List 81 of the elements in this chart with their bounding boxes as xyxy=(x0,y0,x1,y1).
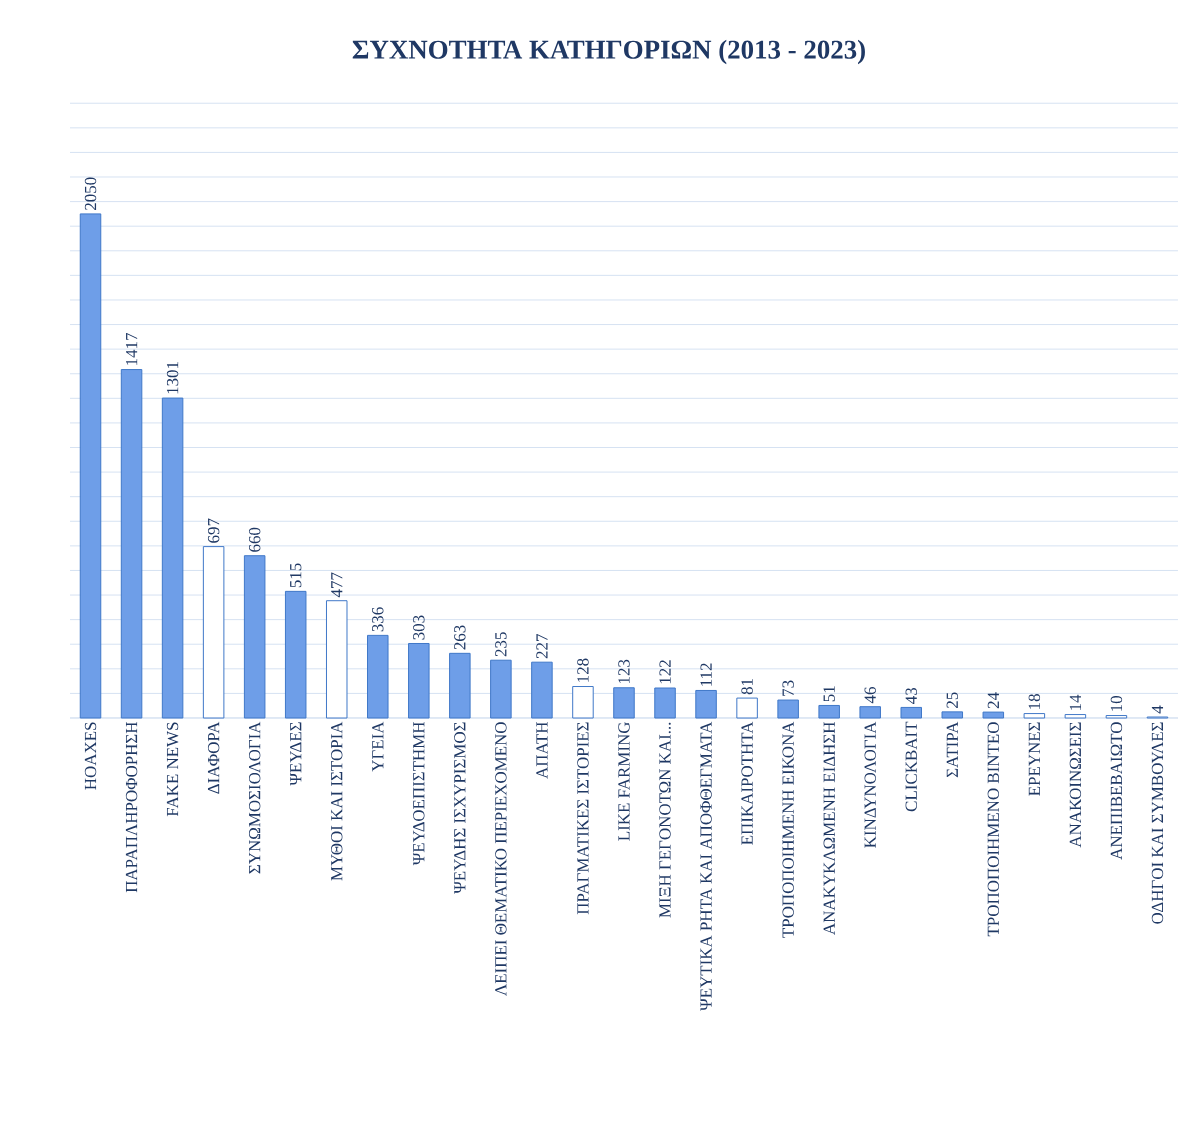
data-label: 24 xyxy=(987,692,999,709)
bar xyxy=(818,704,840,719)
x-tick-label: ΕΠΙΚΑΙΡΟΤΗΤΑ xyxy=(741,721,753,845)
bar xyxy=(736,697,758,719)
bar xyxy=(367,634,389,719)
bar xyxy=(1064,714,1087,719)
x-tick-label: LIKE FARMING xyxy=(618,722,630,841)
x-tick-label: ΜΙΞΗ ΓΕΓΟΝΟΤΩΝ ΚΑΙ... xyxy=(659,722,671,918)
x-tick-label: ΔΙΑΦΟΡΑ xyxy=(207,721,220,794)
x-tick-label: ΜΥΘΟΙ ΚΑΙ ΙΣΤΟΡΙΑ xyxy=(331,721,343,881)
x-tick-label: ΤΡΟΠΟΠΟΙΗΜΕΝΟ ΒΙΝΤΕΟ xyxy=(987,722,1000,937)
bar xyxy=(79,213,102,719)
bar xyxy=(120,369,143,719)
bar xyxy=(654,687,676,719)
data-label: 128 xyxy=(577,658,589,682)
data-label: 25 xyxy=(946,692,958,708)
data-label: 263 xyxy=(454,625,466,650)
data-label: 122 xyxy=(659,660,671,684)
bar xyxy=(325,600,348,719)
x-tick-label: ΥΓΕΙΑ xyxy=(372,721,384,772)
x-tick-label: ΛΕΙΠΕΙ ΘΕΜΑΤΙΚΟ ΠΕΡΙΕΧΟΜΕΝΟ xyxy=(495,722,507,996)
data-label: 2050 xyxy=(84,177,97,210)
x-tick-label: ΨΕΥΔΕΣ xyxy=(290,722,302,786)
bar xyxy=(531,661,553,719)
data-label: 1417 xyxy=(125,332,138,365)
x-tick-label: ΨΕΥΤΙΚΑ ΡΗΤΑ ΚΑΙ ΑΠΟΦΘΕΓΜΑΤΑ xyxy=(700,721,712,1011)
bar xyxy=(449,652,471,719)
bar xyxy=(408,642,430,719)
bar xyxy=(202,546,225,719)
data-label: 43 xyxy=(905,687,917,704)
bar xyxy=(982,711,1005,719)
bar xyxy=(284,590,307,719)
bar xyxy=(490,659,512,719)
bar xyxy=(777,699,799,719)
x-tick-label: ΤΡΟΠΟΠΟΙΗΜΕΝΗ ΕΙΚΟΝΑ xyxy=(782,721,794,938)
data-label: 660 xyxy=(248,527,261,552)
x-tick-label: ΕΡΕΥΝΕΣ xyxy=(1028,722,1040,796)
data-label: 4 xyxy=(1151,705,1164,714)
x-tick-label: ΨΕΥΔΗΣ ΙΣΧΥΡΙΣΜΟΣ xyxy=(454,722,466,894)
bar xyxy=(243,555,266,719)
x-tick-label: HOAXES xyxy=(84,722,97,790)
data-label: 477 xyxy=(331,572,343,598)
data-label: 227 xyxy=(536,634,548,659)
x-tick-label: ΨΕΥΔΟΕΠΙΣΤΗΜΗ xyxy=(413,722,425,866)
x-tick-label: ΑΝΑΚΟΙΝΩΣΕΙΣ xyxy=(1069,722,1082,848)
data-label: 303 xyxy=(413,615,425,640)
data-label: 697 xyxy=(207,518,220,543)
x-tick-label: ΑΠΑΤΗ xyxy=(536,722,548,779)
x-tick-label: ΠΑΡΑΠΛΗΡΟΦΟΡΗΣΗ xyxy=(125,722,138,893)
bar xyxy=(900,706,922,719)
data-label: 73 xyxy=(782,680,794,696)
bar xyxy=(1105,715,1128,719)
data-label: 1301 xyxy=(166,362,179,394)
bar xyxy=(1023,713,1046,719)
data-label: 14 xyxy=(1069,694,1081,710)
bar xyxy=(941,711,964,719)
x-tick-label: ΠΡΑΓΜΑΤΙΚΕΣ ΙΣΤΟΡΙΕΣ xyxy=(577,722,589,915)
bar xyxy=(695,689,717,719)
x-tick-label: CLICKBAIT xyxy=(905,721,917,812)
x-tick-label: ΚΙΝΔΥΝΟΛΟΓΙΑ xyxy=(864,721,876,848)
x-tick-label: ΣΑΤΙΡΑ xyxy=(946,721,958,778)
chart-title: ΣΥΧΝΟΤΗΤΑ ΚΑΤΗΓΟΡΙΩΝ (2013 - 2023) xyxy=(352,39,865,65)
bar xyxy=(859,706,881,719)
data-label: 336 xyxy=(372,607,384,632)
x-tick-label: ΑΝΕΠΙΒΕΒΑΙΩΤΟ xyxy=(1110,722,1123,860)
data-label: 123 xyxy=(618,659,630,684)
data-label: 10 xyxy=(1110,696,1123,711)
data-label: 18 xyxy=(1028,694,1041,709)
x-tick-label: ΣΥΝΩΜΟΣΙΟΛΟΓΙΑ xyxy=(248,721,261,874)
data-label: 235 xyxy=(495,632,507,657)
data-label: 112 xyxy=(700,663,712,686)
data-label: 515 xyxy=(290,563,302,588)
bar xyxy=(613,687,635,719)
x-tick-label: ΑΝΑΚΥΚΛΩΜΕΝΗ ΕΙΔΗΣΗ xyxy=(823,722,835,935)
data-label: 51 xyxy=(823,686,835,702)
data-label: 46 xyxy=(864,687,876,704)
bar xyxy=(161,397,184,719)
bar xyxy=(572,686,594,719)
x-tick-label: FAKE NEWS xyxy=(166,722,179,817)
x-tick-label: ΟΔΗΓΟΙ ΚΑΙ ΣΥΜΒΟΥΛΕΣ xyxy=(1151,722,1164,924)
data-label: 81 xyxy=(741,678,753,695)
